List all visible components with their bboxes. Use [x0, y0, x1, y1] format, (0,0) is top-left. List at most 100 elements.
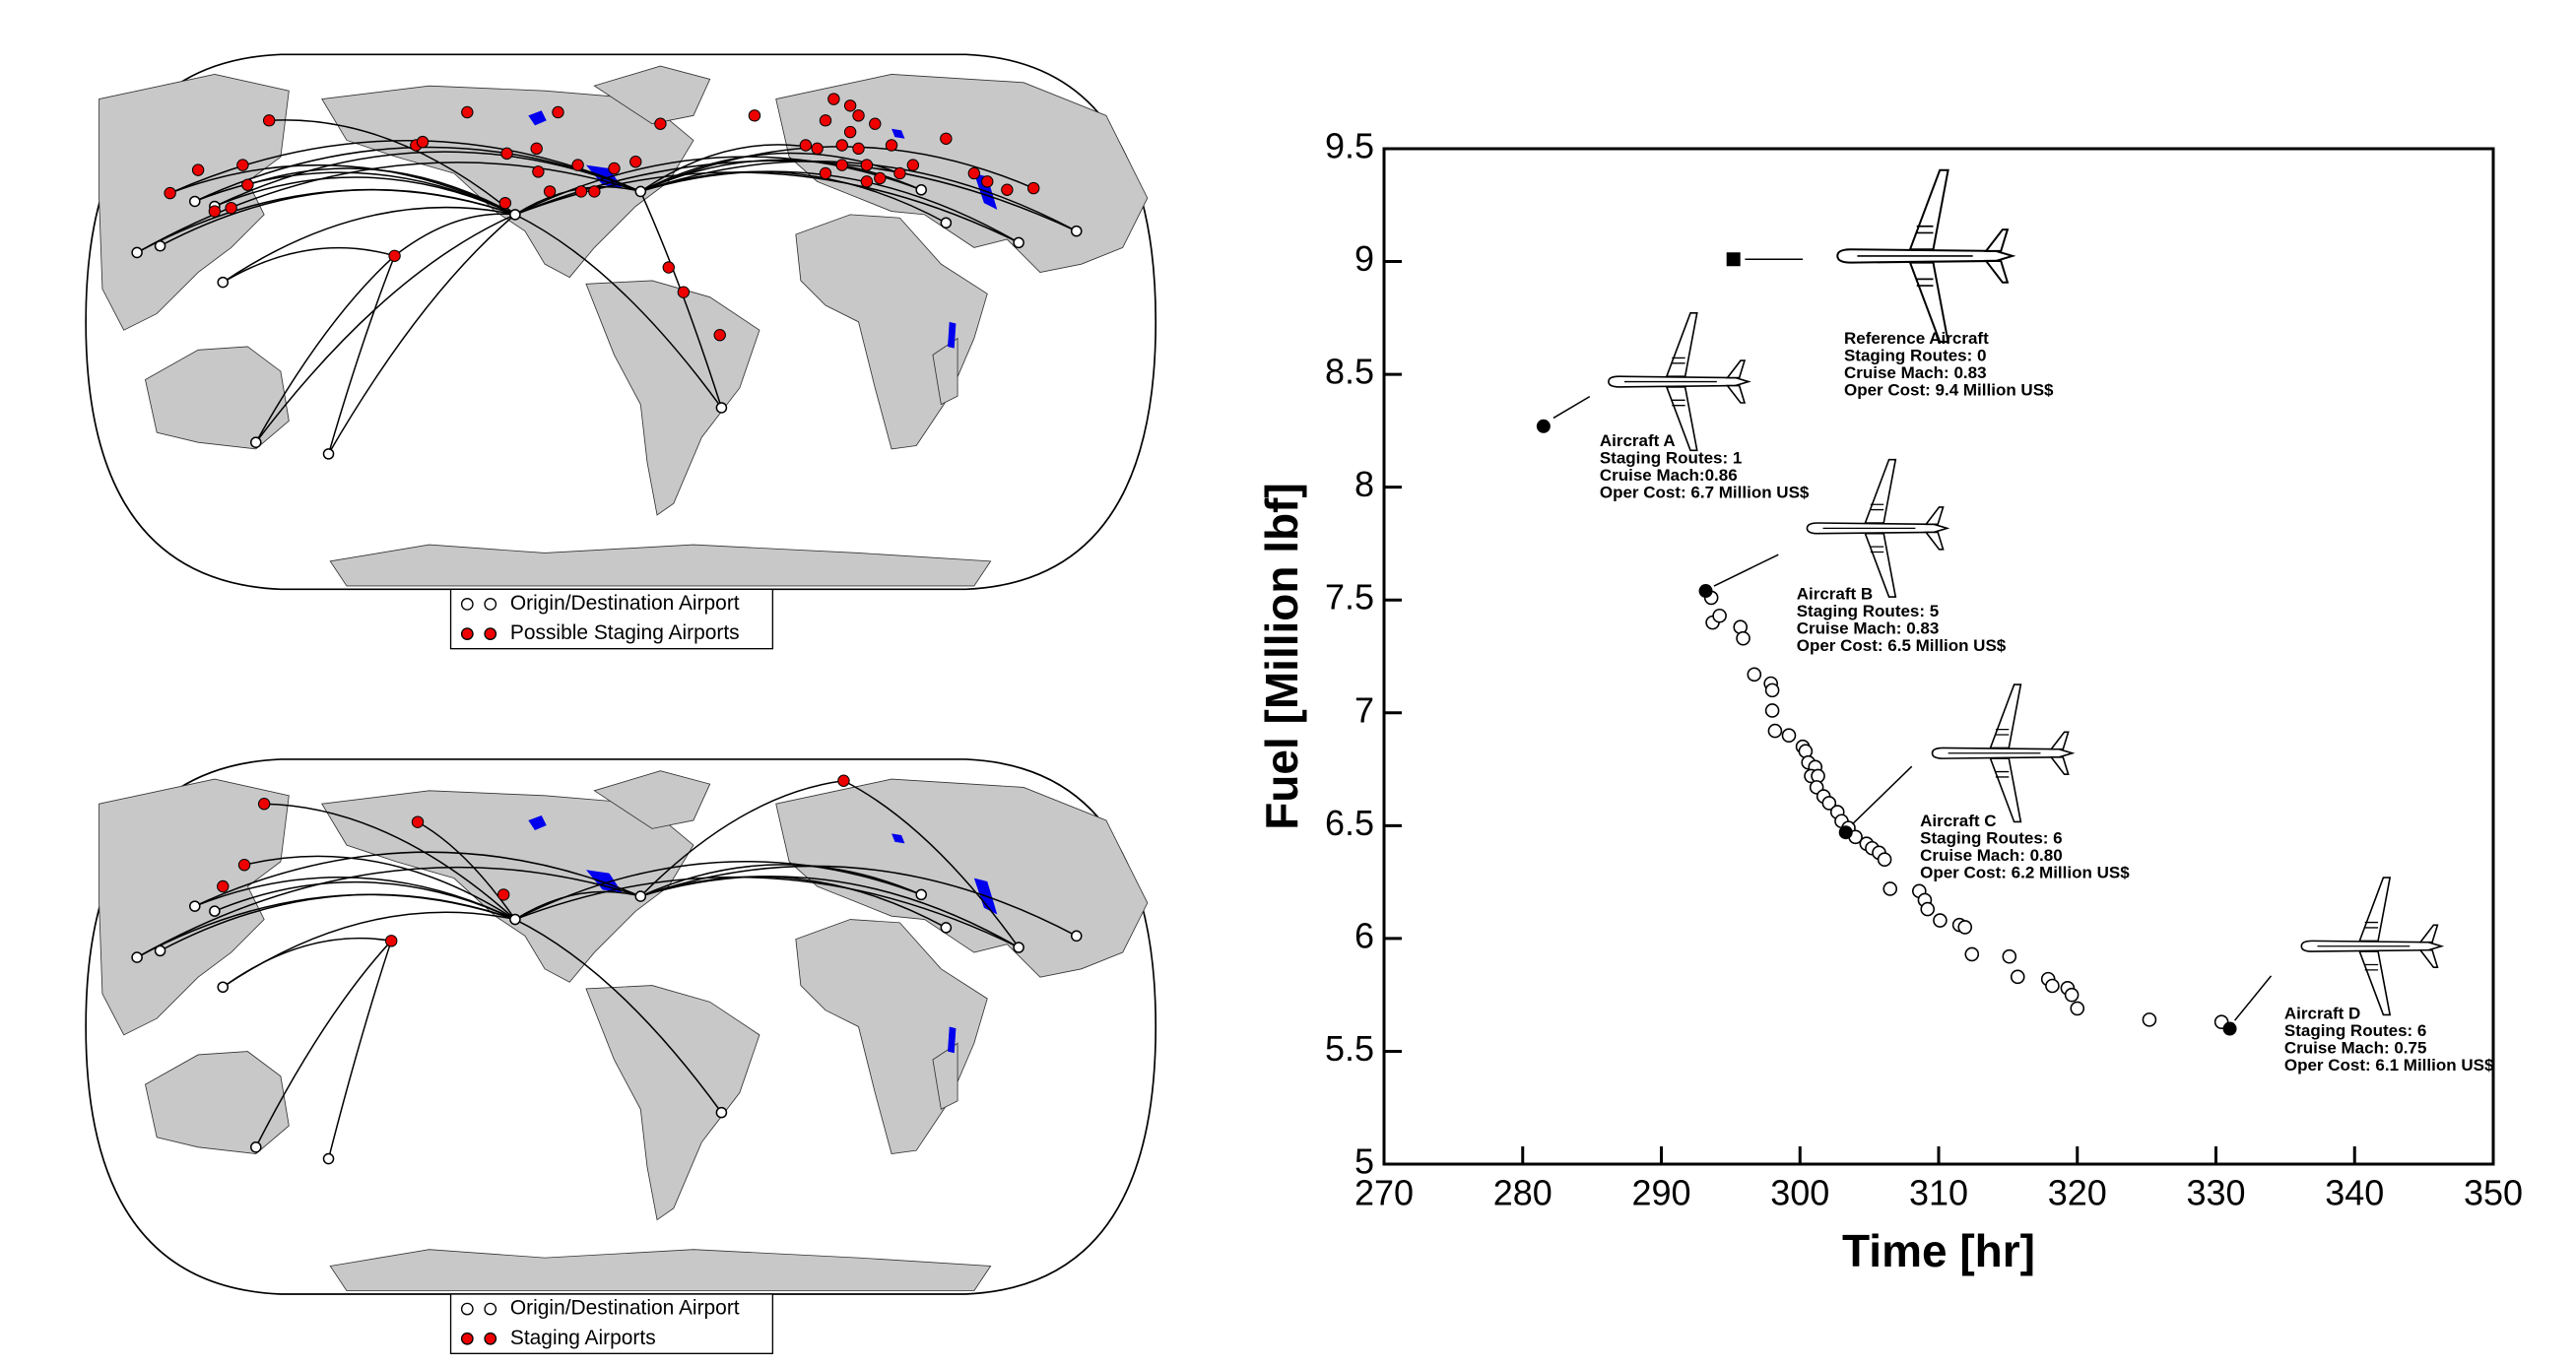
airport — [154, 944, 166, 957]
annotated-point — [2222, 1021, 2237, 1036]
data-point — [2010, 969, 2025, 985]
airport — [217, 981, 230, 994]
staging-airport — [262, 114, 276, 127]
airport — [634, 185, 647, 198]
annotation-text: Oper Cost: 6.7 Million US$ — [1600, 484, 1810, 502]
data-point — [1821, 796, 1837, 811]
land — [329, 544, 992, 587]
staging-airport — [552, 105, 564, 119]
land — [329, 1249, 992, 1292]
data-point — [1764, 683, 1780, 698]
airport — [131, 246, 143, 259]
route — [843, 780, 1020, 948]
aircraft-icon — [1836, 168, 2014, 344]
staging-airport — [906, 159, 920, 171]
data-point — [1781, 728, 1797, 743]
staging-airport — [869, 117, 882, 130]
route — [222, 206, 516, 284]
staging-airport — [385, 935, 398, 947]
data-point — [1964, 946, 1980, 962]
y-tick-label: 5.5 — [1325, 1028, 1374, 1069]
y-tick-label: 5 — [1354, 1141, 1374, 1182]
airport — [509, 209, 521, 221]
route — [514, 890, 641, 921]
annotation-text: Cruise Mach: 0.75 — [2284, 1039, 2427, 1058]
staging-airport — [388, 249, 401, 262]
staging-airport — [967, 166, 981, 180]
legend-marker — [484, 627, 497, 640]
legend-marker — [460, 1302, 474, 1316]
annotation-text: Aircraft D — [2284, 1005, 2360, 1023]
annotation-text: Oper Cost: 9.4 Million US$ — [1844, 381, 2054, 400]
staging-airport — [208, 205, 222, 218]
legend-marker — [460, 1332, 474, 1345]
staging-airport — [498, 196, 512, 210]
land — [321, 85, 694, 279]
airport — [322, 1152, 335, 1165]
airport — [915, 888, 927, 901]
route — [255, 214, 516, 443]
airport — [634, 890, 647, 902]
airport — [1013, 236, 1024, 249]
annotation-text: Oper Cost: 6.1 Million US$ — [2284, 1056, 2494, 1074]
leader-line — [1713, 553, 1779, 587]
route — [194, 851, 641, 907]
airport — [249, 1141, 262, 1153]
route — [327, 214, 516, 455]
route — [640, 876, 1020, 948]
leader-line — [1552, 395, 1591, 420]
route — [222, 937, 392, 988]
staging-airport — [885, 139, 898, 152]
y-axis-label: Fuel [Million lbf] — [1256, 483, 1307, 830]
y-tick-label: 8 — [1354, 464, 1374, 504]
staging-airport — [191, 163, 205, 176]
annotation-text: Cruise Mach: 0.80 — [1920, 846, 2063, 865]
legend-label: Possible Staging Airports — [510, 621, 740, 644]
staging-airport — [629, 156, 642, 168]
airport — [1070, 225, 1083, 237]
annotation-text: Staging Routes: 6 — [2284, 1021, 2427, 1040]
annotation-text: Aircraft A — [1600, 431, 1676, 450]
land — [145, 1051, 290, 1154]
annotated-point — [1838, 825, 1853, 840]
map: Origin/Destination Airport Staging Airpor… — [85, 758, 1157, 1354]
data-point — [2002, 948, 2017, 964]
lake — [528, 814, 547, 831]
lake — [892, 128, 905, 139]
route — [514, 214, 723, 409]
staging-airport — [860, 159, 874, 171]
legend-label: Origin/Destination Airport — [510, 592, 740, 615]
route — [327, 255, 396, 455]
legend-marker — [460, 598, 474, 611]
staging-airport — [530, 142, 543, 156]
airport — [940, 922, 953, 934]
route — [639, 144, 818, 193]
staging-airport — [164, 186, 176, 200]
airport — [715, 1106, 728, 1119]
route — [640, 161, 1078, 232]
staging-airport — [543, 185, 557, 198]
annotation-text: Staging Routes: 5 — [1797, 602, 1940, 620]
x-tick-label: 290 — [1631, 1173, 1690, 1213]
annotated-point — [1536, 419, 1551, 433]
data-point — [2064, 987, 2080, 1003]
annotation-text: Staging Routes: 0 — [1844, 347, 1987, 365]
data-point — [1877, 852, 1892, 868]
airport — [217, 276, 230, 289]
land — [145, 346, 290, 450]
staging-airport — [748, 109, 761, 122]
staging-airport — [608, 162, 621, 175]
lake — [528, 110, 547, 126]
staging-airport — [257, 798, 271, 811]
staging-airport — [811, 142, 824, 156]
data-point — [1736, 630, 1750, 646]
route — [243, 855, 516, 921]
x-tick-label: 350 — [2464, 1173, 2523, 1213]
maps: Origin/Destination Airport Possible Stagi… — [85, 53, 1157, 1354]
data-point — [1933, 913, 1948, 928]
annotation-text: Staging Routes: 6 — [1920, 828, 2063, 847]
data-point — [2045, 978, 2060, 994]
x-axis-label: Time [hr] — [1842, 1225, 2035, 1276]
data-point — [1920, 901, 1936, 917]
route — [255, 255, 396, 443]
